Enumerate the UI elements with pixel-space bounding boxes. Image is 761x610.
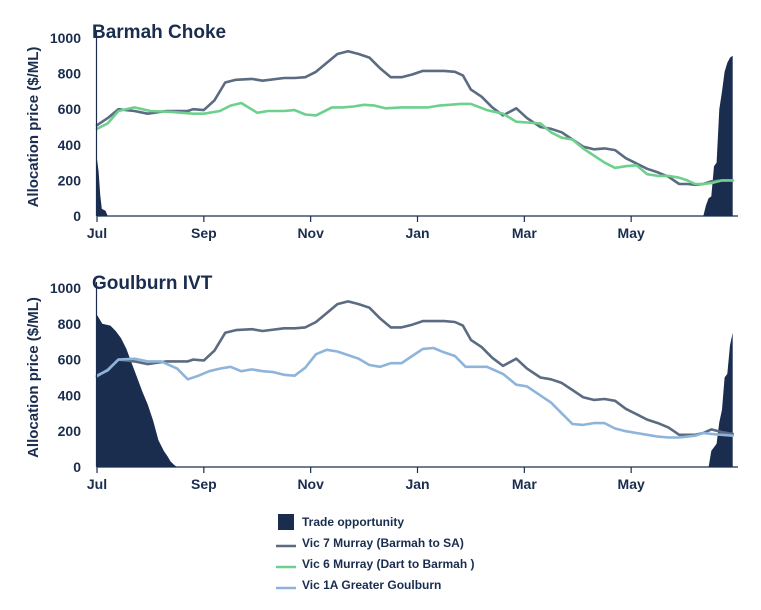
legend-label: Trade opportunity: [302, 515, 404, 529]
y-tick-label: 1000: [50, 280, 81, 296]
chart-panel-1: 0 200 400 600 800 1000 Jul Sep Nov Jan Mar May Barma…: [25, 22, 738, 241]
x-tick-label: Jul: [87, 225, 107, 241]
series-line-1: [95, 50, 734, 187]
y-axis-label: Allocation price ($/ML): [25, 297, 42, 458]
x-tick-label: Sep: [191, 225, 217, 241]
x-tick-label: Nov: [297, 476, 324, 492]
trade-opportunity-area: [97, 159, 108, 216]
trade-opportunity-area: [703, 55, 733, 216]
y-tick-label: 0: [73, 459, 81, 475]
x-tick-label: Jan: [405, 225, 429, 241]
chart-title: Goulburn IVT: [92, 273, 213, 294]
y-tick-label: 800: [58, 66, 82, 82]
legend-label: Vic 6 Murray (Dart to Barmah ): [302, 557, 475, 571]
chart-panel-2: 0 200 400 600 800 1000 Jul Sep Nov Jan Mar May Goulb…: [25, 273, 738, 492]
y-tick-label: 400: [58, 387, 82, 403]
y-tick-label: 200: [58, 172, 82, 188]
y-tick-label: 600: [58, 101, 82, 117]
x-tick-label: Jan: [405, 476, 429, 492]
series-line-2: [95, 101, 734, 186]
x-tick-label: May: [618, 225, 645, 241]
y-tick-label: 600: [58, 352, 82, 368]
x-tick-label: Jul: [87, 476, 107, 492]
chart-title: Barmah Choke: [92, 22, 226, 43]
legend-label: Vic 1A Greater Goulburn: [302, 578, 441, 592]
trade-opportunity-area: [708, 332, 733, 467]
y-axis-label: Allocation price ($/ML): [25, 47, 42, 208]
y-tick-label: 0: [73, 208, 81, 224]
y-tick-label: 200: [58, 423, 82, 439]
y-tick-label: 1000: [50, 30, 81, 46]
x-tick-label: Sep: [191, 476, 217, 492]
series-line-2: [95, 346, 734, 439]
series-line-1: [95, 300, 734, 437]
legend: Trade opportunity Vic 7 Murray (Barmah to…: [276, 514, 475, 592]
legend-label: Vic 7 Murray (Barmah to SA): [302, 536, 464, 550]
x-tick-label: Nov: [297, 225, 324, 241]
x-tick-label: Mar: [512, 476, 537, 492]
legend-swatch-box: [278, 514, 294, 530]
y-tick-label: 400: [58, 137, 82, 153]
x-tick-label: Mar: [512, 225, 537, 241]
x-tick-label: May: [618, 476, 645, 492]
y-tick-label: 800: [58, 316, 82, 332]
trade-opportunity-area: [97, 314, 178, 467]
